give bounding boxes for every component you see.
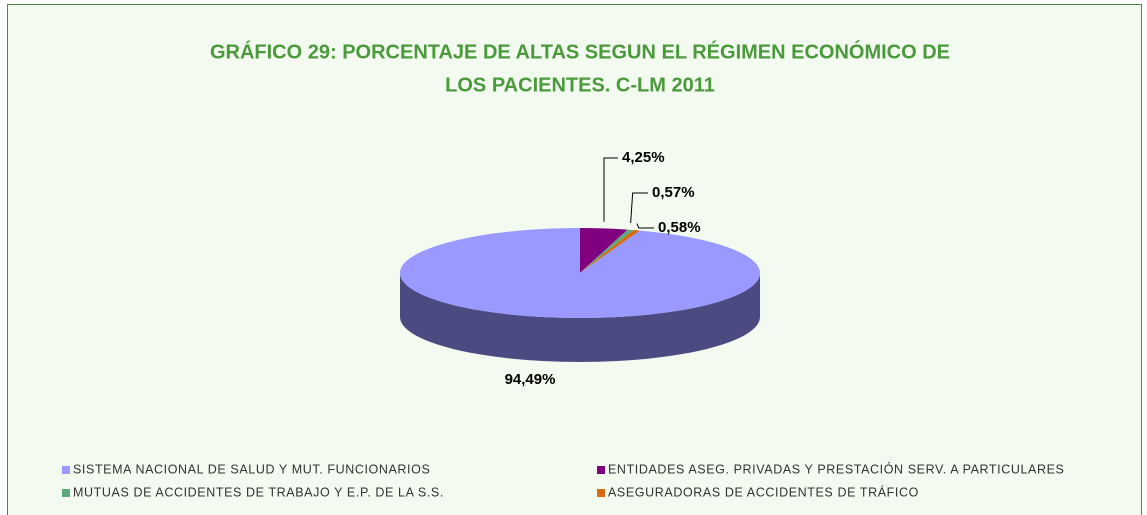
legend-swatch <box>62 466 70 474</box>
legend-label: ENTIDADES ASEG. PRIVADAS Y PRESTACIÓN SE… <box>608 461 1064 476</box>
chart-title: GRÁFICO 29: PORCENTAJE DE ALTAS SEGUN EL… <box>210 39 950 63</box>
leader-line <box>636 223 654 229</box>
data-label: 94,49% <box>505 371 556 388</box>
data-label: 0,58% <box>658 219 701 236</box>
legend-swatch <box>62 489 70 497</box>
legend-swatch <box>597 489 605 497</box>
pie-slice <box>580 229 634 273</box>
pie-slice <box>399 228 760 318</box>
leader-line <box>603 157 618 222</box>
legend-swatch <box>597 466 605 474</box>
chart-subtitle: LOS PACIENTES. C-LM 2011 <box>445 74 715 96</box>
legend-label: ASEGURADORAS DE ACCIDENTES DE TRÁFICO <box>608 484 919 499</box>
legend-label: MUTUAS DE ACCIDENTES DE TRABAJO Y E.P. D… <box>73 485 444 499</box>
pie-side <box>400 273 760 362</box>
leader-line <box>630 192 648 224</box>
pie-slice <box>580 228 628 273</box>
data-label: 4,25% <box>622 149 665 166</box>
data-label: 0,57% <box>652 184 695 201</box>
pie-slice <box>580 230 640 273</box>
legend-label: SISTEMA NACIONAL DE SALUD Y MUT. FUNCION… <box>73 462 430 476</box>
